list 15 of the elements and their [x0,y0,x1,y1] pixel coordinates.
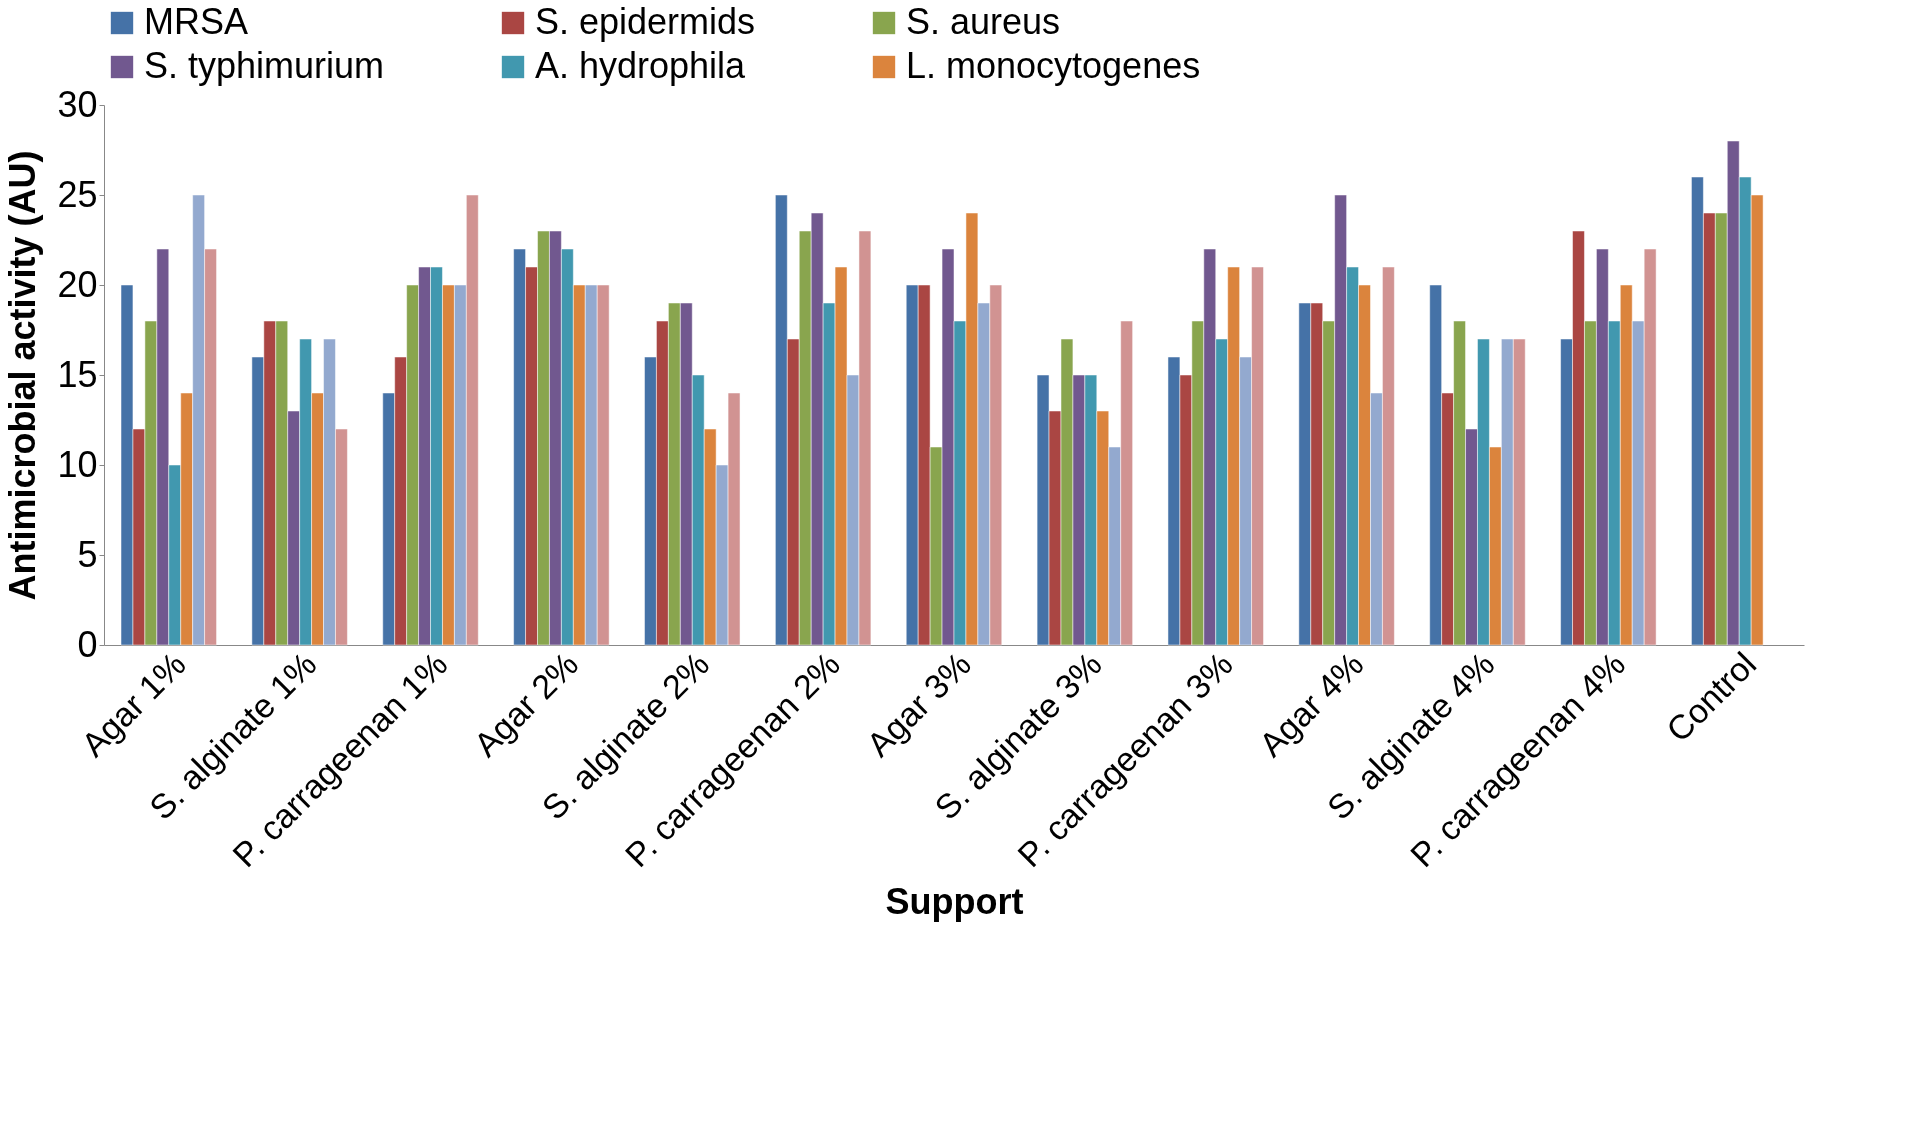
y-tick-label: 20 [57,263,98,305]
y-axis-title: Antimicrobial activity (AU) [2,150,44,601]
legend-label: L. monocytogenes [906,45,1201,86]
legend-label: A. hydrophila [535,45,747,86]
legend-label: S. aureus [906,1,1061,42]
legend-label: S. typhimurium [144,45,385,86]
y-tick-label: 5 [77,533,98,575]
x-axis-title: Support [885,880,1024,922]
y-tick-label: 25 [57,173,98,215]
legend-label: MRSA [144,1,249,42]
legend-label: S. epidermids [535,1,756,42]
y-tick-label: 30 [57,83,98,125]
y-tick-label: 0 [77,623,98,665]
y-tick-label: 15 [57,353,98,395]
y-tick-label: 10 [57,443,98,485]
